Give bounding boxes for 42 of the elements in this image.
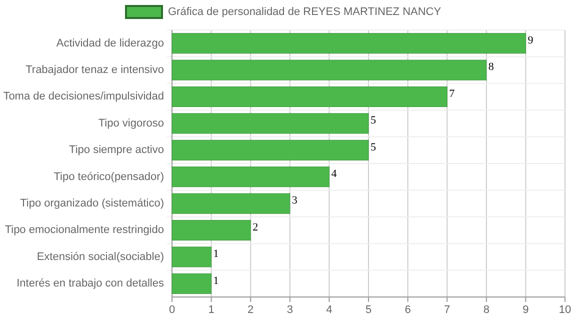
data-label: 3 xyxy=(292,194,298,207)
bar xyxy=(172,86,448,108)
bar xyxy=(172,140,369,160)
y-tick-label: Tipo vigoroso xyxy=(98,117,164,130)
y-tick-label: Tipo siempre activo xyxy=(69,144,164,156)
y-tick-label: Tipo teórico(pensador) xyxy=(54,170,164,183)
data-label: 2 xyxy=(252,221,258,234)
x-tick-label: 5 xyxy=(365,304,372,316)
x-tick-label: 0 xyxy=(168,304,176,316)
data-label: 4 xyxy=(331,168,338,180)
y-tick-label: Trabajador tenaz e intensivo xyxy=(26,64,164,76)
legend-label: Gráfica de personalidad de REYES MARTINEZ NANCY xyxy=(168,6,442,18)
x-tick-label: 9 xyxy=(522,304,529,316)
data-label: 1 xyxy=(213,274,219,287)
data-label: 8 xyxy=(488,61,494,74)
bar xyxy=(172,193,290,214)
x-tick-label: 4 xyxy=(326,304,332,316)
bar xyxy=(172,113,369,134)
data-label: 1 xyxy=(213,248,219,260)
x-tick-label: 3 xyxy=(286,304,293,316)
y-tick-label: Interés en trabajo con detalles xyxy=(16,278,164,290)
data-label: 5 xyxy=(370,141,376,154)
bar xyxy=(172,246,212,268)
x-tick-label: 8 xyxy=(483,304,490,316)
y-tick-label: Tipo organizado (sistemático) xyxy=(20,197,164,210)
data-label: 7 xyxy=(449,88,456,100)
x-tick-label: 1 xyxy=(208,304,214,316)
bar xyxy=(172,33,526,54)
x-tick-label: 2 xyxy=(248,304,254,316)
x-tick-label: 10 xyxy=(558,304,572,316)
bar xyxy=(172,60,487,80)
data-label: 9 xyxy=(528,34,534,47)
x-tick-label: 6 xyxy=(404,304,411,316)
y-tick-label: Tipo emocionalmente restringido xyxy=(4,224,164,236)
y-tick-label: Actividad de liderazgo xyxy=(56,37,164,50)
bar xyxy=(172,220,251,241)
y-tick-label: Extensión social(sociable) xyxy=(36,250,164,263)
bar xyxy=(172,166,330,188)
bar xyxy=(172,273,212,294)
y-tick-label: Toma de decisiones/impulsividad xyxy=(3,90,164,103)
x-tick-label: 7 xyxy=(444,304,450,316)
data-label: 5 xyxy=(370,114,376,127)
